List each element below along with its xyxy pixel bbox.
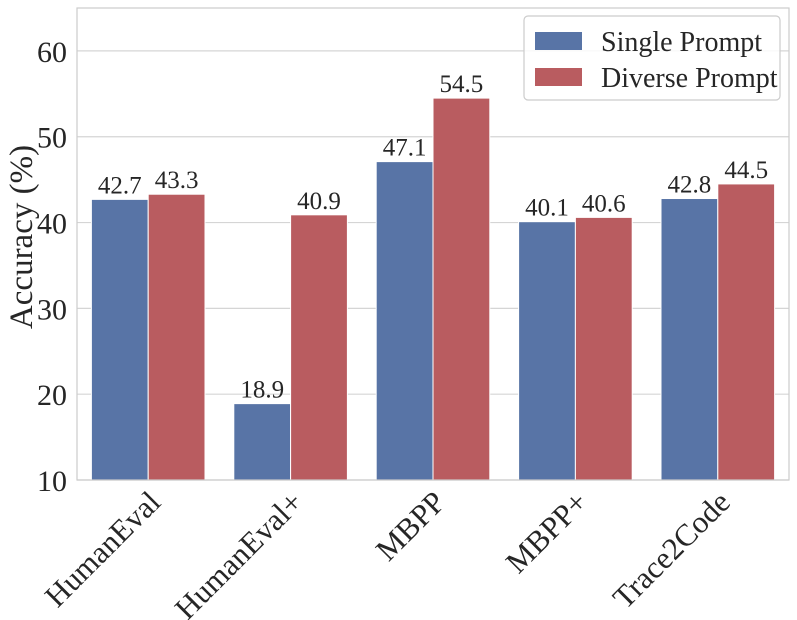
y-tick-label: 50 [37, 122, 67, 155]
x-tick-label: MBPP+ [499, 484, 595, 580]
bar-diverse-prompt-mbpp [432, 97, 491, 481]
y-tick-label: 10 [37, 465, 67, 498]
data-label: 42.7 [98, 172, 142, 199]
x-tick-label: MBPP [369, 484, 452, 567]
data-label: 40.1 [525, 195, 569, 222]
legend-box [523, 15, 781, 101]
data-labels: 42.7 43.3 18.9 40.9 47.1 54.5 40.1 40.6 42.8 44.5 [98, 71, 768, 404]
y-axis-label: Accuracy (%) [4, 145, 40, 329]
y-tick-label: 20 [37, 379, 67, 412]
bar-diverse-prompt-mbpp [574, 216, 633, 481]
data-label: 54.5 [440, 71, 484, 98]
bar-diverse-prompt-trace2code [717, 183, 776, 481]
data-label: 18.9 [240, 377, 284, 404]
x-tick-label: Trace2Code [606, 484, 737, 615]
bar-single-prompt-mbpp [518, 221, 576, 481]
y-tick-label: 30 [37, 293, 67, 326]
bar-diverse-prompt-humaneval [147, 193, 206, 481]
y-tick-labels: 10 20 30 40 50 60 [37, 36, 67, 498]
x-tick-label: HumanEval [38, 484, 167, 613]
legend-label: Diverse Prompt [601, 63, 778, 94]
y-tick-label: 60 [37, 36, 67, 69]
data-label: 40.6 [582, 190, 626, 217]
x-tick-labels: HumanEval HumanEval+ MBPP MBPP+ Trace2Code [38, 484, 737, 620]
legend-label: Single Prompt [601, 27, 762, 58]
bar-single-prompt-humaneval [233, 403, 292, 481]
y-tick-label: 40 [37, 208, 67, 241]
plot-frame [76, 7, 790, 481]
bars [90, 97, 776, 481]
data-label: 40.9 [297, 188, 341, 215]
x-tick-label: HumanEval+ [168, 484, 310, 620]
bar-single-prompt-humaneval [90, 198, 149, 481]
bar-diverse-prompt-humaneval [290, 214, 348, 481]
legend-swatch [535, 68, 582, 86]
data-label: 43.3 [155, 167, 199, 194]
legend-swatch [535, 32, 582, 50]
legend: Single Prompt Diverse Prompt [523, 15, 781, 101]
bar-single-prompt-mbpp [375, 161, 434, 481]
data-label: 47.1 [383, 135, 427, 162]
bar-single-prompt-trace2code [660, 198, 719, 481]
data-label: 42.8 [668, 172, 712, 199]
data-label: 44.5 [724, 157, 768, 184]
